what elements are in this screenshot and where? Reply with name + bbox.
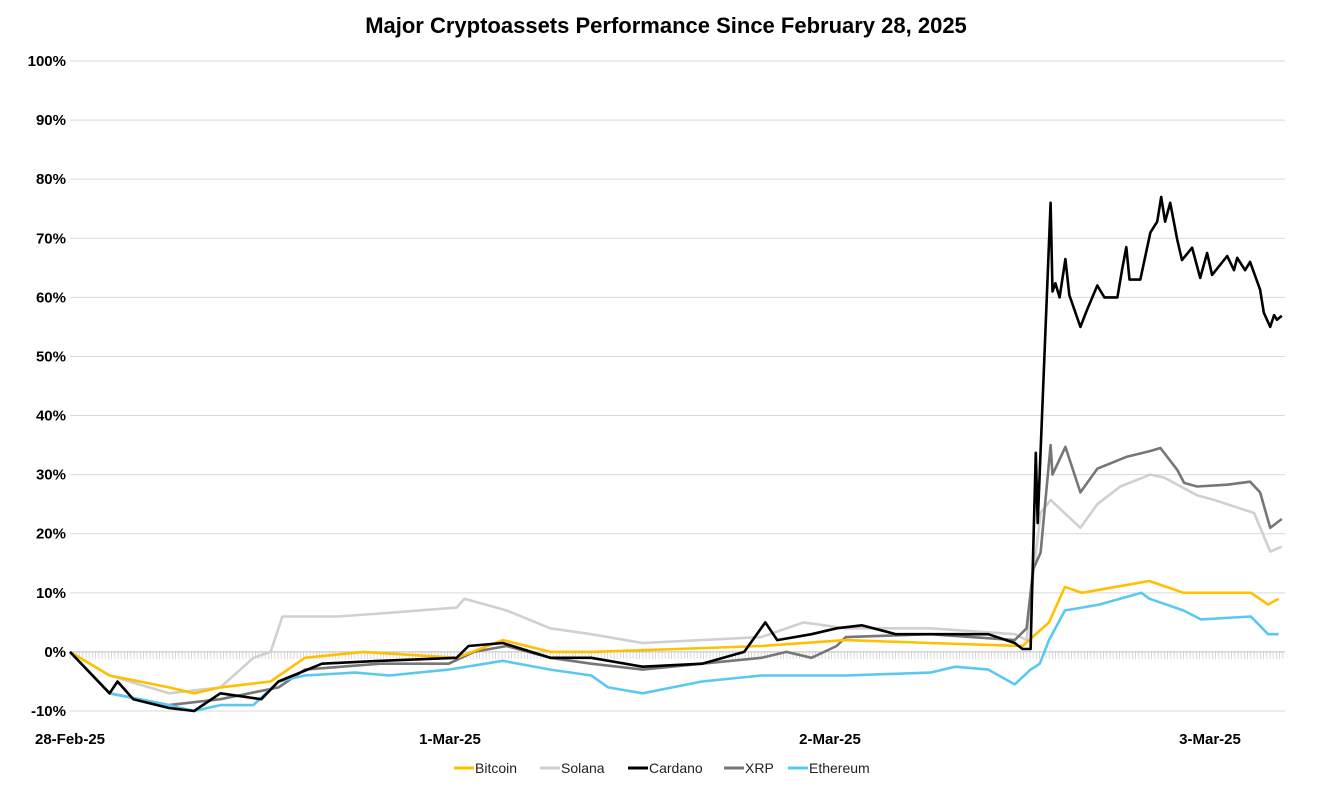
legend-label: Cardano bbox=[649, 760, 703, 776]
legend-label: XRP bbox=[745, 760, 774, 776]
y-tick-label: 70% bbox=[36, 230, 66, 247]
y-tick-label: 30% bbox=[36, 467, 66, 484]
x-tick-label: 1-Mar-25 bbox=[419, 731, 481, 748]
x-tick-label: 3-Mar-25 bbox=[1179, 731, 1241, 748]
legend-item-ethereum: Ethereum bbox=[788, 760, 870, 776]
series-line-xrp bbox=[69, 443, 1283, 707]
legend-label: Ethereum bbox=[809, 760, 870, 776]
y-tick-label: 100% bbox=[28, 53, 66, 70]
y-tick-label: -10% bbox=[31, 703, 66, 720]
legend-item-cardano: Cardano bbox=[628, 760, 703, 776]
legend-label: Bitcoin bbox=[475, 760, 517, 776]
x-axis-zero-line bbox=[69, 651, 1285, 659]
gridlines bbox=[70, 60, 1285, 712]
series-lines bbox=[69, 195, 1283, 713]
legend-item-xrp: XRP bbox=[724, 760, 774, 776]
chart-title: Major Cryptoassets Performance Since Feb… bbox=[365, 13, 967, 38]
series-line-cardano bbox=[69, 195, 1283, 713]
x-tick-label: 28-Feb-25 bbox=[35, 731, 105, 748]
y-axis-tick-labels: -10% 0% 10% 20% 30% 40% 50% 60% 70% 80% 90% 100% bbox=[28, 53, 66, 720]
series-line-bitcoin bbox=[69, 579, 1280, 695]
y-tick-label: 20% bbox=[36, 526, 66, 543]
series-line-solana bbox=[69, 473, 1283, 695]
x-tick-label: 2-Mar-25 bbox=[799, 731, 861, 748]
legend: Bitcoin Solana Cardano XRP Ethereum bbox=[454, 760, 870, 776]
legend-item-solana: Solana bbox=[540, 760, 605, 776]
y-tick-label: 90% bbox=[36, 112, 66, 129]
x-axis-tick-labels: 28-Feb-25 1-Mar-25 2-Mar-25 3-Mar-25 bbox=[35, 731, 1241, 748]
y-tick-label: 0% bbox=[44, 644, 66, 661]
y-tick-label: 50% bbox=[36, 348, 66, 365]
y-tick-label: 60% bbox=[36, 289, 66, 306]
y-tick-label: 10% bbox=[36, 585, 66, 602]
y-tick-label: 80% bbox=[36, 171, 66, 188]
y-tick-label: 40% bbox=[36, 408, 66, 425]
legend-label: Solana bbox=[561, 760, 605, 776]
legend-item-bitcoin: Bitcoin bbox=[454, 760, 517, 776]
